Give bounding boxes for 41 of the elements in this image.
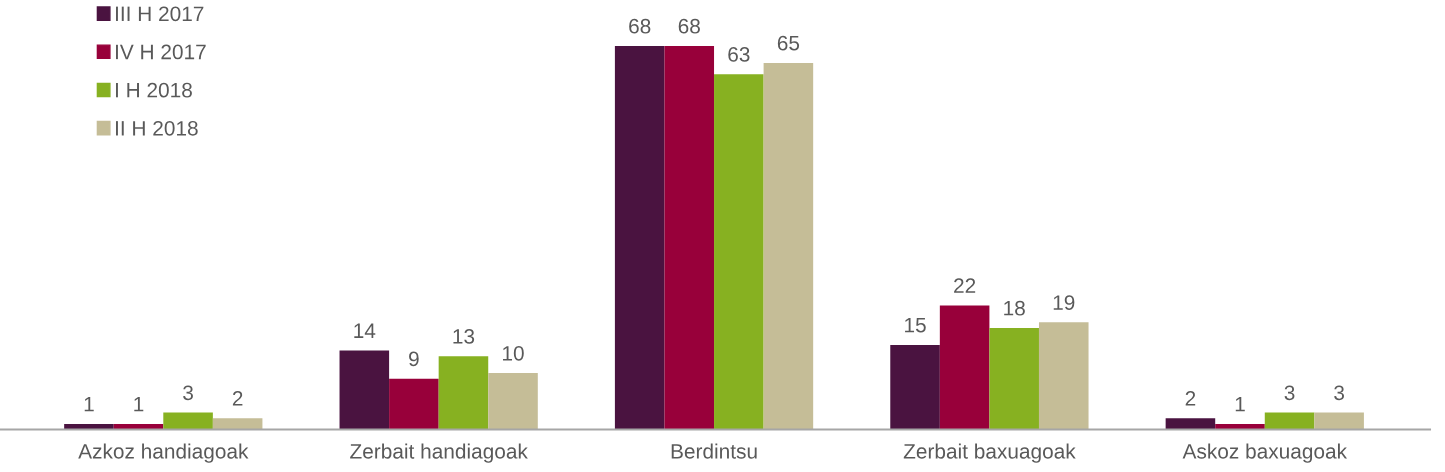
data-label: 14 (354, 323, 376, 338)
legend-label: I H 2018 (115, 82, 192, 98)
bar (664, 46, 715, 430)
data-label: 13 (453, 329, 475, 344)
data-label: 3 (183, 385, 193, 401)
x-tick-label: Askoz baxuagoak (1182, 443, 1348, 463)
data-label: 10 (503, 345, 524, 361)
x-tick-label: Azkoz handiagoak (78, 443, 249, 463)
data-label: 19 (1053, 295, 1075, 310)
data-label: 9 (409, 351, 419, 367)
x-tick-label: Zerbait baxuagoak (903, 443, 1076, 463)
data-label: 65 (777, 35, 800, 51)
data-label: 1 (1235, 396, 1245, 412)
data-label: 1 (84, 396, 94, 412)
bar (614, 46, 665, 430)
x-tick-label: Zerbait handiagoak (350, 443, 528, 463)
bar (763, 62, 814, 430)
data-label: 18 (1004, 300, 1025, 316)
data-label: 22 (954, 278, 976, 293)
legend-label: IV H 2017 (115, 44, 206, 60)
data-label: 63 (728, 47, 750, 62)
bar (438, 356, 489, 430)
data-label: 2 (1185, 391, 1196, 406)
legend-label: III H 2017 (115, 6, 204, 22)
bar (890, 344, 940, 430)
x-tick-label: Berdintsu (671, 443, 757, 459)
legend-label: II H 2018 (115, 120, 198, 136)
bar (488, 373, 538, 430)
bar (339, 350, 390, 430)
data-label: 68 (629, 18, 651, 34)
data-label: 2 (232, 391, 243, 406)
bar (714, 74, 764, 430)
bar (939, 305, 990, 430)
bar (389, 378, 439, 430)
data-label: 15 (905, 317, 926, 333)
data-label: 3 (1284, 385, 1295, 401)
data-label: 3 (1334, 385, 1345, 401)
data-label: 68 (678, 18, 700, 34)
bar (1038, 322, 1089, 430)
bar (989, 328, 1039, 430)
data-label: 1 (134, 396, 144, 412)
